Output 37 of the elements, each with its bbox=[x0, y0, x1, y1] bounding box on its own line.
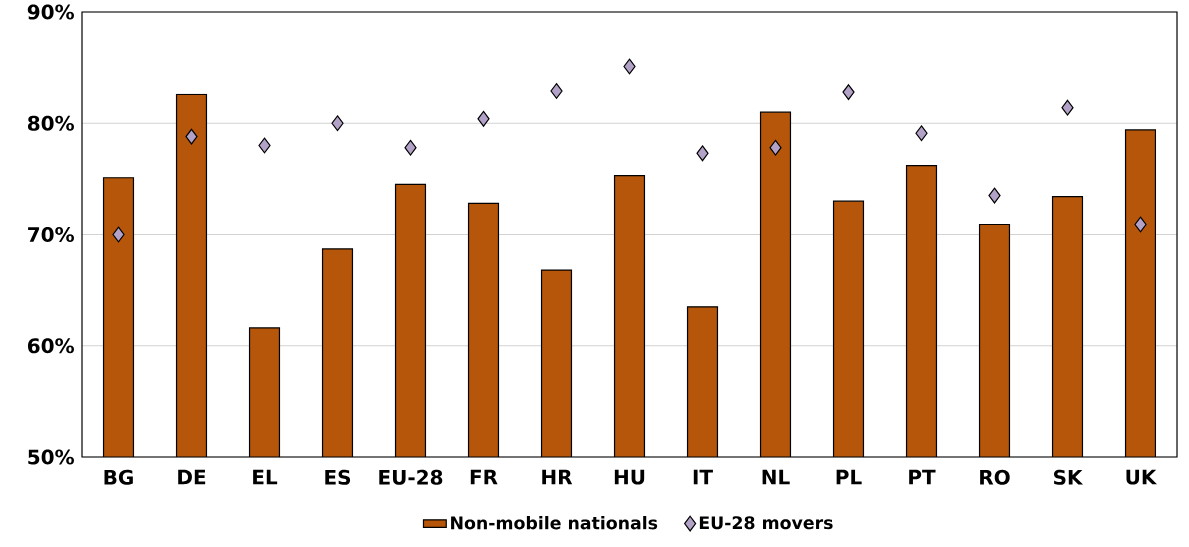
x-tick-label: IT bbox=[693, 469, 713, 485]
point bbox=[623, 58, 636, 75]
x-tick-label: NL bbox=[762, 469, 790, 485]
x-tick-label: DE bbox=[178, 469, 206, 485]
point bbox=[769, 139, 782, 156]
point bbox=[550, 83, 563, 99]
x-tick-label: FR bbox=[470, 469, 498, 485]
y-tick-label: 60% bbox=[27, 338, 74, 354]
x-tick-label: BG bbox=[104, 469, 133, 485]
y-tick-label: 70% bbox=[28, 226, 74, 243]
point bbox=[404, 139, 417, 156]
point bbox=[112, 226, 125, 243]
x-tick-label: ES bbox=[325, 469, 351, 485]
point bbox=[1134, 216, 1147, 233]
point bbox=[915, 125, 928, 142]
x-tick-label: EL bbox=[253, 469, 278, 485]
point bbox=[842, 84, 855, 101]
x-tick-label: EU-28 bbox=[379, 469, 443, 485]
x-tick-label: HU bbox=[614, 469, 645, 485]
y-tick-label: 90% bbox=[27, 4, 74, 20]
x-tick-label: RO bbox=[980, 469, 1010, 485]
y-tick-label: 50% bbox=[28, 449, 74, 465]
legend-label: Non-mobile nationals bbox=[451, 515, 658, 530]
point bbox=[258, 137, 271, 154]
x-tick-label: PL bbox=[836, 469, 862, 485]
point bbox=[696, 145, 709, 162]
point bbox=[185, 128, 198, 145]
x-tick-label: HR bbox=[542, 469, 573, 485]
point bbox=[1061, 99, 1074, 116]
x-tick-label: SK bbox=[1054, 469, 1084, 485]
point bbox=[331, 115, 344, 132]
x-tick-label: PT bbox=[909, 469, 936, 485]
y-tick-label: 80% bbox=[27, 115, 74, 131]
point bbox=[988, 187, 1001, 204]
point bbox=[477, 110, 490, 127]
x-tick-label: UK bbox=[1126, 469, 1157, 485]
legend-label: EU-28 movers bbox=[699, 516, 833, 530]
